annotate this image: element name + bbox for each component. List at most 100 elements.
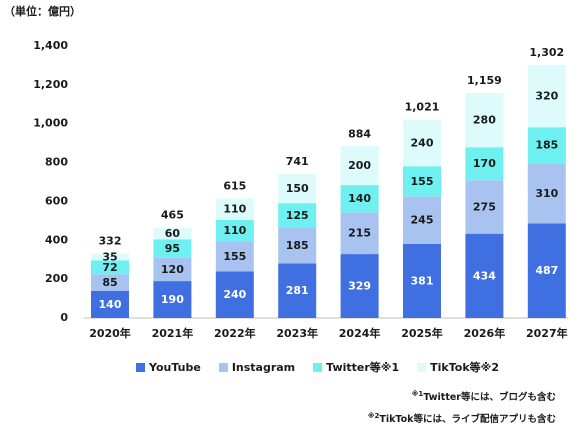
bar-value-label: 155 [223, 250, 246, 263]
legend-label-twitter: Twitter等※1 [326, 361, 400, 374]
bar-value-label: 60 [165, 227, 181, 240]
y-tick-label: 1,400 [33, 39, 68, 52]
bar-value-label: 240 [411, 136, 434, 149]
bar-value-label: 240 [223, 288, 246, 301]
bar-value-label: 381 [411, 274, 434, 287]
legend-item-tiktok: TikTok等※2 [417, 359, 499, 375]
bar-value-label: 487 [535, 264, 558, 277]
chart-legend: YouTube Instagram Twitter等※1 TikTok等※2 [136, 359, 499, 375]
bar-value-label: 35 [102, 250, 117, 263]
bar-segment [403, 119, 441, 167]
footnote-1: ※1Twitter等には、ブログも含む [412, 389, 556, 403]
bar-value-label: 120 [161, 263, 184, 276]
bar-value-label: 215 [348, 227, 371, 240]
bar-value-label: 110 [223, 224, 246, 237]
x-tick-label: 2021年 [152, 326, 194, 340]
bar-segment [91, 274, 129, 291]
bar-segment [340, 212, 379, 255]
bar-value-label: 329 [348, 280, 371, 293]
bar-segment [527, 163, 566, 224]
bar-segment [91, 253, 129, 261]
bar-segment [527, 223, 566, 318]
x-tick-label: 2020年 [89, 326, 131, 340]
bar-value-label: 110 [223, 203, 246, 216]
x-tick-label: 2027年 [526, 326, 568, 340]
bar-segment [153, 281, 192, 318]
bar-value-label: 200 [348, 159, 371, 172]
y-tick-label: 1,200 [33, 78, 68, 91]
y-tick-label: 1,000 [33, 117, 68, 130]
bar-segment [403, 166, 441, 197]
footnote-2-mark: ※2 [367, 411, 380, 420]
bar-segment [153, 227, 192, 240]
bar-segment [215, 271, 254, 318]
bar-value-label: 185 [286, 239, 309, 252]
bar-value-label: 85 [102, 276, 117, 289]
bar-value-label: 245 [411, 214, 434, 227]
x-tick-label: 2023年 [276, 326, 318, 340]
bar-value-label: 72 [102, 261, 117, 274]
bar-value-label: 155 [411, 175, 434, 188]
x-tick-label: 2022年 [214, 326, 256, 340]
y-tick-label: 400 [45, 233, 68, 246]
legend-item-twitter: Twitter等※1 [313, 359, 399, 375]
legend-swatch-twitter [313, 362, 323, 372]
footnote-2: ※2TikTok等には、ライブ配信アプリも含む [368, 411, 556, 425]
legend-item-instagram: Instagram [218, 359, 296, 375]
bar-value-label: 310 [535, 187, 558, 200]
y-tick-label: 200 [45, 272, 68, 285]
bar-segment [340, 146, 379, 186]
bar-segment [527, 127, 566, 164]
bar-value-label: 150 [286, 182, 309, 195]
bar-value-label: 140 [99, 298, 122, 311]
bar-segment [278, 174, 317, 204]
bar-value-label: 434 [473, 269, 496, 282]
bar-segment [465, 92, 504, 148]
legend-label-instagram: Instagram [231, 360, 296, 374]
bar-value-label: 281 [286, 284, 309, 297]
y-tick-label: 800 [45, 156, 68, 169]
legend-item-youtube: YouTube [136, 359, 201, 375]
bar-total-label: 1,021 [405, 101, 440, 114]
bar-value-label: 125 [286, 209, 309, 222]
footnote-1-mark: ※1 [411, 389, 424, 398]
footnote-2-text: TikTok等には、ライブ配信アプリも含む [379, 414, 556, 425]
bar-value-label: 280 [473, 114, 496, 127]
bar-segment [153, 257, 192, 282]
bar-segment [278, 227, 317, 264]
bar-value-label: 320 [535, 90, 558, 103]
bar-segment [278, 203, 317, 228]
legend-label-youtube: YouTube [149, 360, 201, 374]
bar-segment [340, 254, 379, 318]
bar-segment [215, 198, 254, 220]
bar-segment [465, 233, 504, 318]
bar-value-label: 190 [161, 293, 184, 306]
bar-value-label: 170 [473, 157, 496, 170]
bar-total-label: 332 [99, 234, 122, 247]
y-tick-label: 0 [60, 311, 68, 324]
bar-total-label: 884 [348, 127, 371, 140]
bar-segment [278, 263, 317, 318]
bar-segment [340, 185, 379, 213]
bar-value-label: 275 [473, 200, 496, 213]
bar-segment [215, 219, 254, 242]
legend-label-tiktok: TikTok等※2 [430, 361, 499, 374]
bar-segment [465, 180, 504, 234]
bar-total-label: 615 [223, 180, 246, 193]
bar-segment [153, 239, 192, 258]
x-tick-label: 2024年 [339, 326, 381, 340]
x-tick-label: 2026年 [464, 326, 506, 340]
bar-segment [465, 147, 504, 181]
footnote-1-text: Twitter等には、ブログも含む [423, 392, 556, 403]
legend-swatch-youtube [136, 362, 145, 372]
bar-value-label: 95 [165, 242, 180, 255]
bar-segment [527, 65, 566, 128]
legend-swatch-instagram [218, 362, 228, 372]
bar-value-label: 140 [348, 192, 371, 205]
bar-total-label: 465 [161, 209, 184, 222]
bar-segment [91, 260, 129, 275]
bar-total-label: 741 [286, 155, 309, 168]
bar-segment [215, 241, 254, 272]
y-tick-label: 600 [45, 194, 68, 207]
